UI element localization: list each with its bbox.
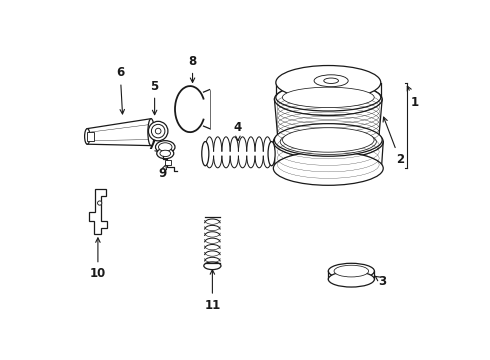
Ellipse shape bbox=[282, 87, 374, 108]
Ellipse shape bbox=[274, 83, 382, 116]
Ellipse shape bbox=[273, 151, 383, 185]
Text: 9: 9 bbox=[159, 164, 167, 180]
Ellipse shape bbox=[268, 141, 275, 166]
Ellipse shape bbox=[98, 201, 102, 205]
Ellipse shape bbox=[324, 78, 339, 84]
Ellipse shape bbox=[85, 129, 90, 144]
Ellipse shape bbox=[160, 150, 171, 157]
Text: 7: 7 bbox=[147, 139, 161, 153]
Ellipse shape bbox=[328, 263, 374, 279]
Ellipse shape bbox=[148, 121, 168, 141]
Ellipse shape bbox=[283, 128, 374, 152]
Text: 2: 2 bbox=[383, 117, 404, 166]
Ellipse shape bbox=[151, 124, 165, 138]
Bar bbox=[87, 132, 94, 141]
Ellipse shape bbox=[204, 262, 221, 270]
Text: 1: 1 bbox=[407, 86, 419, 108]
Ellipse shape bbox=[157, 148, 174, 159]
Ellipse shape bbox=[334, 265, 368, 277]
Text: 8: 8 bbox=[189, 55, 196, 82]
Ellipse shape bbox=[159, 143, 172, 151]
Ellipse shape bbox=[155, 141, 175, 153]
Ellipse shape bbox=[314, 75, 348, 87]
Text: 10: 10 bbox=[90, 238, 106, 280]
Ellipse shape bbox=[273, 125, 383, 159]
Text: 3: 3 bbox=[375, 275, 386, 288]
Ellipse shape bbox=[274, 123, 382, 156]
Ellipse shape bbox=[276, 84, 381, 111]
Ellipse shape bbox=[276, 66, 381, 100]
Text: 6: 6 bbox=[116, 67, 124, 114]
Text: 4: 4 bbox=[234, 121, 242, 140]
Ellipse shape bbox=[280, 129, 376, 154]
Polygon shape bbox=[89, 189, 107, 234]
Ellipse shape bbox=[148, 119, 154, 145]
Ellipse shape bbox=[155, 128, 161, 134]
Text: 11: 11 bbox=[204, 270, 220, 312]
Text: 5: 5 bbox=[150, 80, 159, 115]
Bar bbox=[165, 160, 171, 166]
Ellipse shape bbox=[202, 141, 209, 166]
Ellipse shape bbox=[328, 271, 374, 287]
